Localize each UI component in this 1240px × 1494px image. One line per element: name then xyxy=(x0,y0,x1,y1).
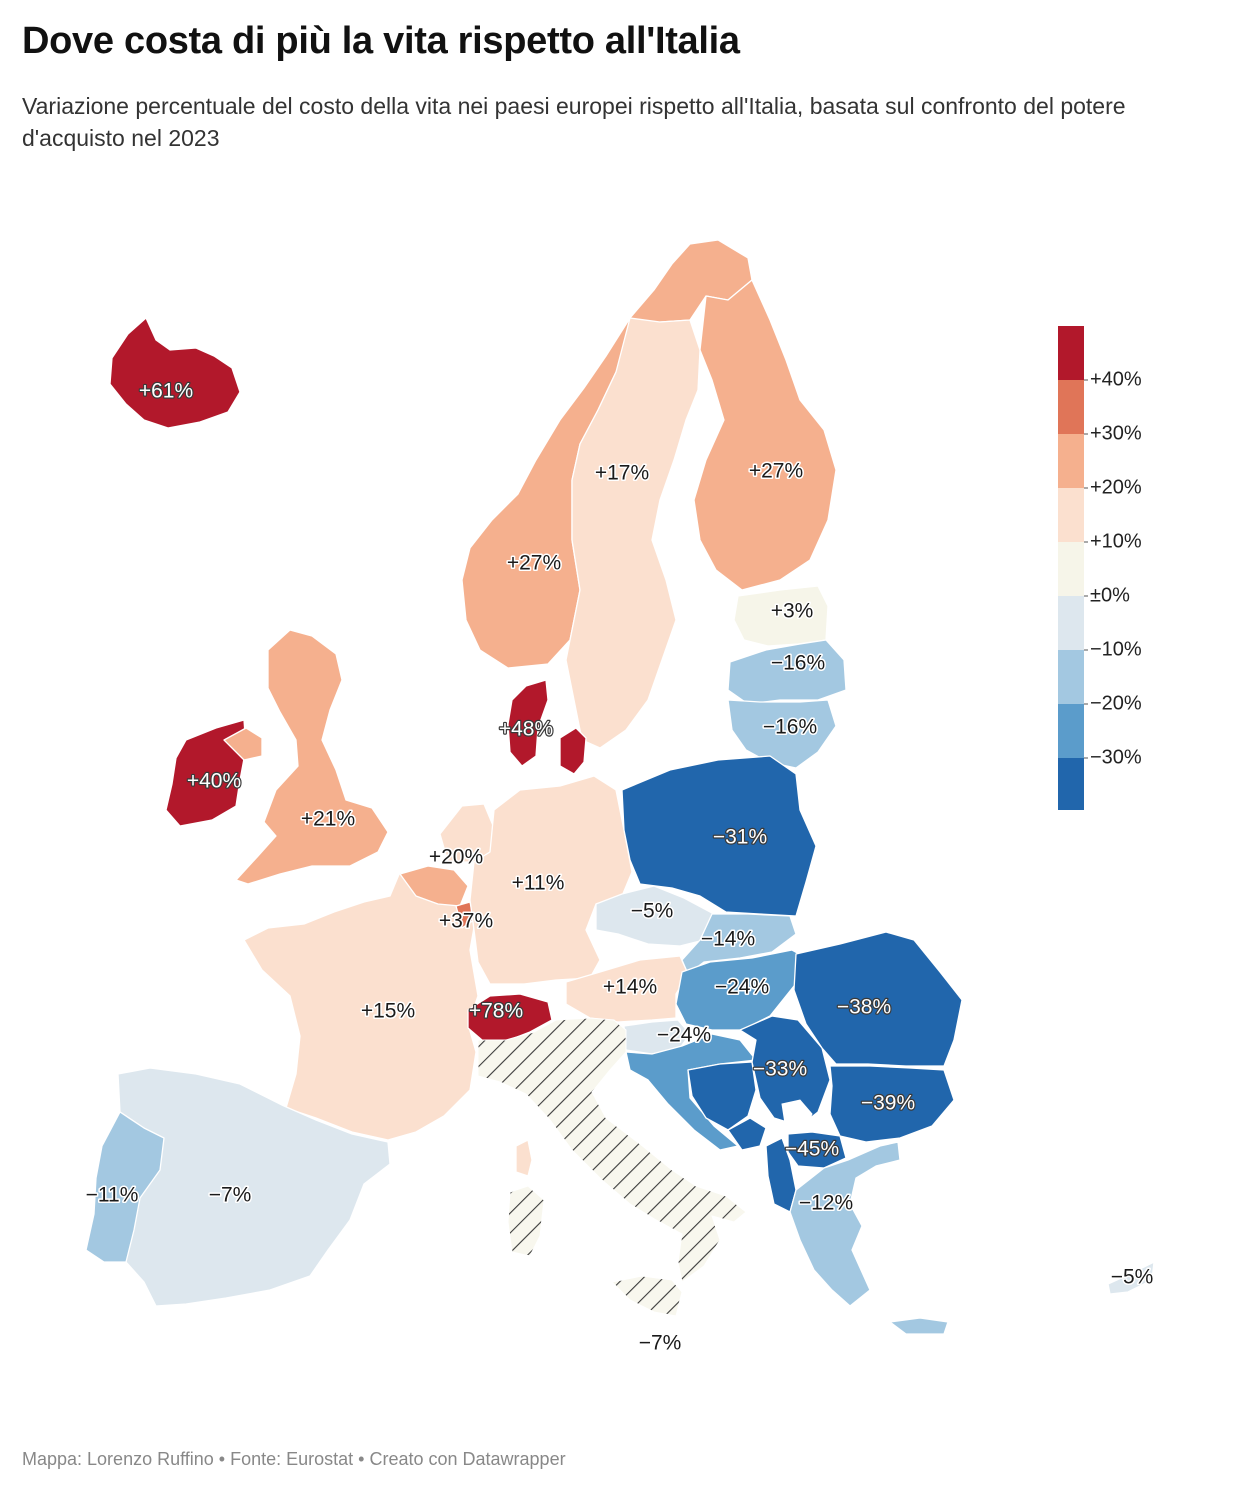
label-slovenia: −24% xyxy=(657,1024,711,1047)
country-ireland xyxy=(165,719,247,827)
legend-swatch-m10-0 xyxy=(1058,596,1084,650)
country-austria xyxy=(565,955,689,1023)
legend-tick-4: ±0% xyxy=(1090,584,1130,606)
country-poland xyxy=(621,755,817,917)
country-greece xyxy=(789,1141,901,1307)
label-germany: +11% xyxy=(512,872,565,895)
country-iceland xyxy=(109,317,241,429)
page-title: Dove costa di più la vita rispetto all'I… xyxy=(22,20,740,62)
legend-swatch-10-20 xyxy=(1058,488,1084,542)
label-poland: −31% xyxy=(713,826,767,849)
country-germany xyxy=(469,775,633,985)
region-kosovo xyxy=(781,1099,813,1133)
country-hungary xyxy=(675,949,811,1031)
label-cyprus: −5% xyxy=(1111,1266,1154,1289)
country-denmark-zealand xyxy=(559,727,587,775)
legend-tick-5: −10% xyxy=(1090,638,1142,660)
country-montenegro xyxy=(727,1117,767,1151)
label-romania: −38% xyxy=(837,996,891,1019)
label-france: +15% xyxy=(361,1000,415,1023)
label-finland: +27% xyxy=(749,460,803,483)
country-norway xyxy=(461,239,753,669)
page-subtitle: Variazione percentuale del costo della v… xyxy=(22,93,1126,151)
value-labels: +61% +27% +17% +27% +3% −16% −16% +48% +… xyxy=(84,378,1155,1356)
footer-credit: Mappa: Lorenzo Ruffino • Fonte: Eurostat… xyxy=(22,1449,566,1469)
label-lithuania: −16% xyxy=(763,716,817,739)
legend-tick-6: −20% xyxy=(1090,692,1142,714)
legend-tick-3: +10% xyxy=(1090,530,1142,552)
country-northern-ireland xyxy=(223,727,263,761)
legend-swatch-m30-m20 xyxy=(1058,704,1084,758)
legend-tick-7: −30% xyxy=(1090,746,1142,768)
country-north-macedonia xyxy=(787,1131,847,1169)
country-cyprus xyxy=(1107,1261,1155,1295)
label-bulgaria: −39% xyxy=(861,1092,915,1115)
label-serbia: −33% xyxy=(753,1058,807,1081)
label-uk: +21% xyxy=(301,808,355,831)
country-greece-crete xyxy=(889,1317,949,1335)
country-uk xyxy=(235,629,389,885)
legend-tick-0: +40% xyxy=(1090,368,1142,390)
country-france-corsica xyxy=(515,1139,533,1177)
label-netherlands: +20% xyxy=(429,846,483,869)
label-iceland: +61% xyxy=(139,380,193,403)
country-italy-sicily xyxy=(610,1275,683,1317)
country-switzerland xyxy=(467,993,553,1043)
country-croatia xyxy=(625,1033,757,1151)
label-slovakia: −14% xyxy=(701,928,755,951)
country-romania xyxy=(793,931,963,1067)
label-norway: +27% xyxy=(507,552,561,575)
color-legend: +40% +30% +20% +10% ±0% −10% −20% −30% xyxy=(1058,326,1142,810)
label-greece: −12% xyxy=(799,1192,853,1215)
legend-swatch-0-10 xyxy=(1058,542,1084,596)
country-france xyxy=(243,871,479,1141)
label-latvia: −16% xyxy=(771,652,825,675)
label-malta: −7% xyxy=(639,1332,682,1355)
legend-swatch-20-30 xyxy=(1058,434,1084,488)
label-ireland: +40% xyxy=(187,770,241,793)
legend-tick-2: +20% xyxy=(1090,476,1142,498)
label-spain: −7% xyxy=(209,1184,252,1207)
label-austria: +14% xyxy=(603,976,657,999)
country-latvia xyxy=(727,639,847,705)
country-italy xyxy=(477,1017,747,1283)
legend-swatch-m20-m10 xyxy=(1058,650,1084,704)
label-estonia: +3% xyxy=(771,600,814,623)
country-bosnia xyxy=(687,1061,757,1131)
country-slovenia xyxy=(623,1019,691,1055)
country-shapes xyxy=(85,239,1155,1335)
country-belgium xyxy=(399,865,469,907)
label-hungary: −24% xyxy=(715,976,769,999)
country-lithuania xyxy=(727,699,837,769)
country-bulgaria xyxy=(829,1065,955,1143)
label-switzerland: +78% xyxy=(469,1000,523,1023)
label-czechia: −5% xyxy=(631,900,674,923)
label-sweden: +17% xyxy=(595,462,649,485)
country-italy-sardinia xyxy=(507,1185,545,1257)
label-denmark: +48% xyxy=(499,718,553,741)
country-denmark xyxy=(507,679,549,767)
country-portugal xyxy=(85,1111,165,1263)
country-sweden xyxy=(565,317,701,749)
label-north-macedonia: −45% xyxy=(785,1138,839,1161)
legend-tick-1: +30% xyxy=(1090,422,1142,444)
label-portugal: −11% xyxy=(86,1184,139,1207)
label-belgium-lux: +37% xyxy=(439,910,493,933)
legend-swatch-above-40 xyxy=(1058,326,1084,380)
country-finland xyxy=(693,279,837,591)
legend-swatch-30-40 xyxy=(1058,380,1084,434)
legend-swatch-below-m30 xyxy=(1058,758,1084,810)
